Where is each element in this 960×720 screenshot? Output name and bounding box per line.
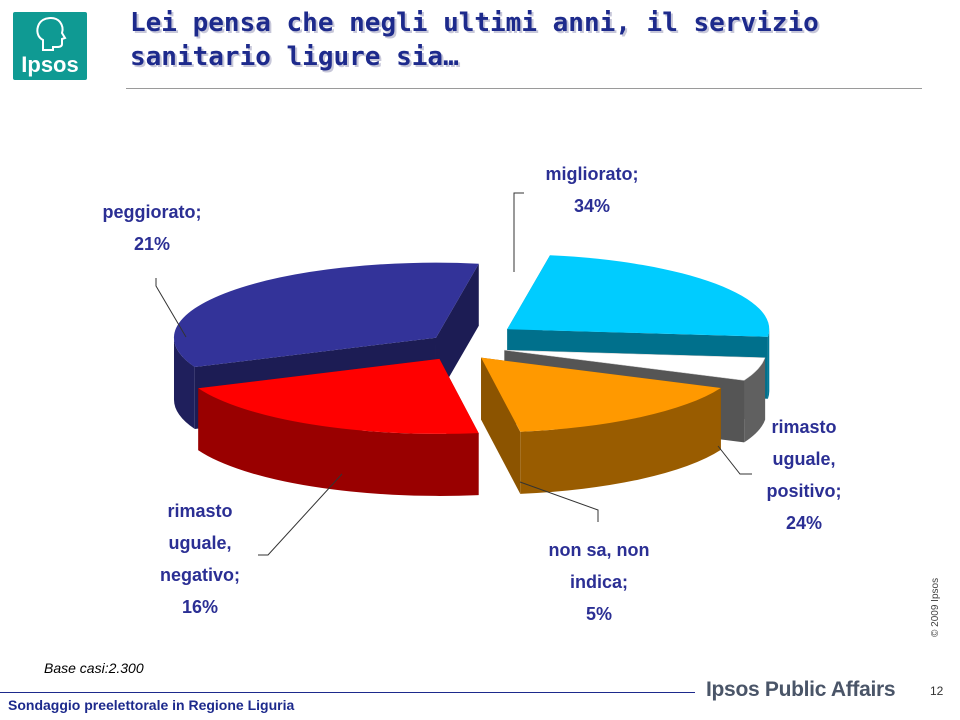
- slice-percent-3: 16%: [182, 597, 218, 617]
- slice-label-3-2: negativo;: [160, 565, 240, 585]
- page-title: Lei pensa che negli ultimi anni, il serv…: [130, 6, 930, 74]
- base-note: Base casi:2.300: [44, 660, 144, 676]
- slice-labels: migliorato; 34% rimasto uguale, positivo; 24%…: [103, 164, 842, 624]
- slice-label-1-2: positivo;: [767, 481, 842, 501]
- leader-line-2: [519, 481, 599, 522]
- slice-percent-0: 34%: [574, 196, 610, 216]
- ipsos-logo: Ipsos: [13, 12, 87, 80]
- leader-line-1: [717, 445, 752, 475]
- title-divider: [126, 88, 922, 89]
- pie-slice-3: [481, 357, 721, 494]
- title-line-1: Lei pensa che negli ultimi anni, il serv…: [130, 8, 819, 38]
- leader-line-4: [155, 278, 187, 338]
- slice-label-3-1: uguale,: [168, 533, 231, 553]
- slice-label-1-0: rimasto: [771, 417, 836, 437]
- page-number: 12: [930, 684, 944, 698]
- leader-line-3: [258, 473, 343, 556]
- footer-divider: [0, 692, 695, 693]
- leader-lines: [155, 192, 752, 556]
- leader-line-0: [513, 192, 524, 272]
- slice-percent-2: 5%: [586, 604, 612, 624]
- pie-slice-4: [198, 358, 479, 496]
- slice-percent-4: 21%: [134, 234, 170, 254]
- title-line-2: sanitario ligure sia…: [130, 42, 459, 72]
- slice-label-4-0: peggiorato;: [103, 202, 202, 222]
- slice-label-1-1: uguale,: [772, 449, 835, 469]
- slice-label-2-0: non sa, non: [549, 540, 650, 560]
- logo-wordmark: Ipsos: [21, 52, 79, 77]
- slice-percent-1: 24%: [786, 513, 822, 533]
- slice-label-0-0: migliorato;: [546, 164, 639, 184]
- slice-label-3-0: rimasto: [167, 501, 232, 521]
- slice-label-2-1: indica;: [570, 572, 628, 592]
- survey-name: Sondaggio preelettorale in Regione Ligur…: [8, 697, 295, 713]
- pie-slices: [173, 255, 770, 496]
- footer-brand: Ipsos Public Affairs: [706, 678, 896, 701]
- profile-head-icon: [36, 17, 67, 51]
- copyright-note: © 2009 Ipsos: [930, 577, 941, 637]
